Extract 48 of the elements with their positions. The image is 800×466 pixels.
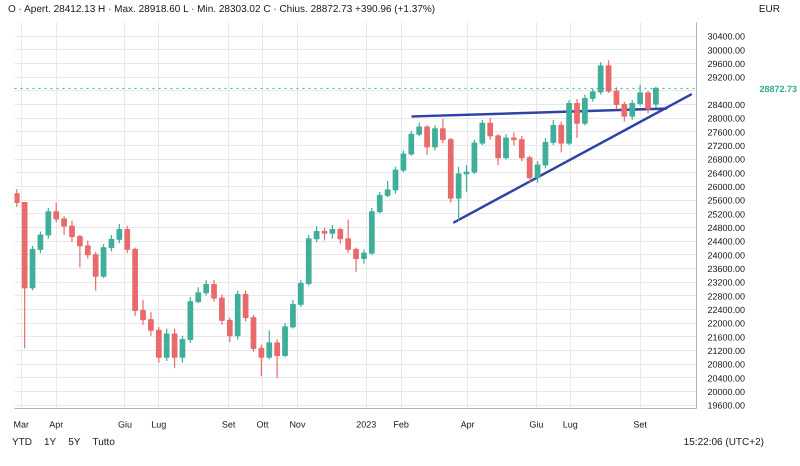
- y-tick-label: 30000.00: [708, 45, 746, 56]
- y-axis-title: EUR: [758, 3, 780, 17]
- y-tick-label: 29200.00: [708, 72, 746, 83]
- x-tick-label: Ott: [256, 420, 269, 430]
- y-tick-label: 26000.00: [708, 182, 746, 192]
- y-tick-label: 20400.00: [708, 373, 746, 384]
- y-tick-label: 27200.00: [708, 140, 746, 151]
- y-tick-label: 29600.00: [708, 58, 746, 69]
- x-tick-label: Lug: [562, 420, 578, 430]
- y-tick-label: 22400.00: [708, 304, 746, 315]
- x-tick-label: Lug: [151, 420, 166, 430]
- y-tick-label: 21600.00: [708, 332, 746, 342]
- y-tick-label: 24000.00: [708, 250, 746, 260]
- y-tick-label: 20800.00: [708, 360, 746, 370]
- x-tick-label: Mar: [14, 420, 30, 430]
- y-tick-label: 20000.00: [708, 386, 746, 397]
- ref-line-label: 28872.73: [760, 84, 798, 94]
- y-tick-label: 25600.00: [708, 196, 746, 206]
- chart-subtitle: O · Apert. 28412.13 H · Max. 28918.60 L · Min. 28303.02 C · Chius. 28872.73 +390.96 (+1.37%): [8, 3, 436, 17]
- y-tick-label: 25200.00: [708, 209, 746, 220]
- y-tick-label: 26800.00: [708, 154, 746, 165]
- y-tick-label: 19600.00: [708, 400, 746, 411]
- x-tick-label: Set: [222, 420, 236, 430]
- x-tick-label: Feb: [393, 420, 409, 430]
- x-tick-label: Giu: [118, 420, 132, 430]
- y-tick-label: 24800.00: [708, 222, 746, 233]
- y-tick-label: 22800.00: [708, 291, 746, 302]
- text: Tutto: [92, 437, 115, 448]
- y-tick-label: 21200.00: [708, 346, 746, 356]
- x-tick-label: Apr: [460, 420, 475, 430]
- x-tick-label: Apr: [49, 420, 64, 430]
- text: 1Y: [44, 437, 56, 448]
- y-tick-label: 28000.00: [708, 114, 746, 124]
- text: 5Y: [68, 437, 80, 448]
- y-tick-label: 23600.00: [708, 264, 746, 274]
- y-tick-label: 22000.00: [708, 318, 746, 329]
- x-tick-label: Set: [633, 420, 648, 430]
- text: YTD: [12, 437, 32, 448]
- x-tick-label: Nov: [289, 420, 306, 430]
- y-tick-label: 28400.00: [708, 100, 746, 110]
- y-tick-label: 24400.00: [708, 236, 746, 247]
- x-tick-label: Giu: [529, 420, 544, 430]
- y-tick-label: 26400.00: [708, 168, 746, 178]
- text: 15:22:06 (UTC+2): [684, 436, 764, 450]
- y-tick-label: 30400.00: [708, 32, 746, 42]
- y-tick-label: 27600.00: [708, 127, 746, 138]
- y-tick-label: 23200.00: [708, 278, 746, 288]
- x-tick-label: 2023: [356, 420, 376, 430]
